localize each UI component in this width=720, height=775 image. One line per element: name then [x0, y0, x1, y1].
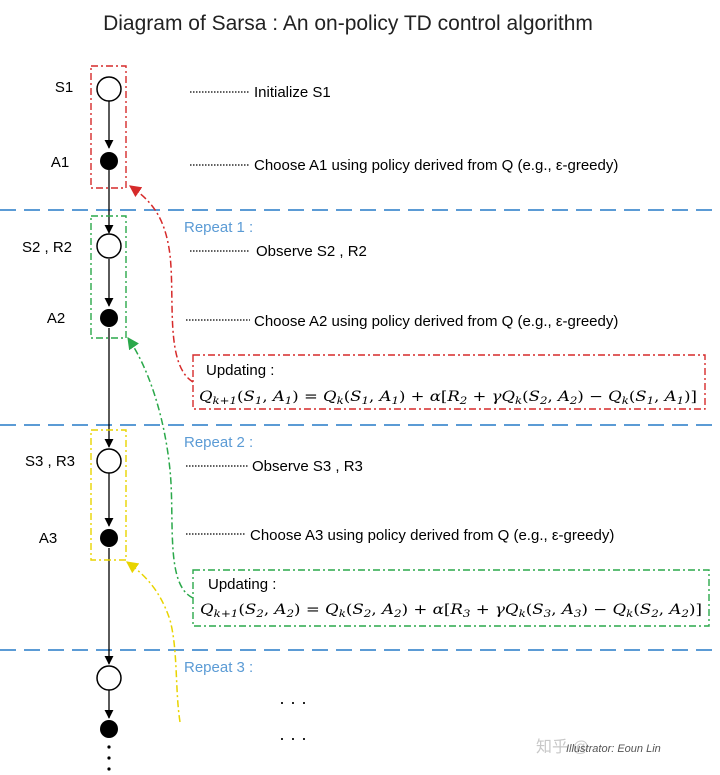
ellipsis-row-1: · · · [279, 692, 307, 712]
continuation-dot-2 [107, 756, 111, 760]
watermark-credit: Illustrator: Eoun Lin [566, 743, 661, 755]
repeat-label-2: Repeat 2 : [184, 434, 253, 451]
diagram-title: Diagram of Sarsa : An on-policy TD contr… [103, 12, 593, 35]
action-node-a1 [100, 152, 118, 170]
state-node-s2 [96, 233, 122, 259]
node-label-a2: A2 [47, 310, 65, 327]
ellipsis-row-2: · · · [279, 728, 307, 748]
group-box-red [90, 65, 127, 189]
node-label-s3r3: S3 , R3 [25, 453, 75, 470]
node-label-a3: A3 [39, 530, 57, 547]
step-observe-s3: Observe S3 , R3 [252, 458, 363, 475]
group-box-yellow [90, 429, 127, 561]
continuation-dot-3 [107, 767, 111, 771]
step-choose-a1: Choose A1 using policy derived from Q (e… [254, 157, 618, 174]
state-node-s1 [96, 76, 122, 102]
action-node-a2 [100, 309, 118, 327]
continuation-dot-1 [107, 745, 111, 749]
node-label-s2r2: S2 , R2 [22, 239, 72, 256]
action-node-a4 [100, 720, 118, 738]
repeat-label-1: Repeat 1 : [184, 219, 253, 236]
step-choose-a2: Choose A2 using policy derived from Q (e… [254, 313, 618, 330]
feedback-arrow-red [129, 185, 194, 383]
step-choose-a3: Choose A3 using policy derived from Q (e… [250, 527, 614, 544]
step-init-s1: Initialize S1 [254, 84, 331, 101]
feedback-arrow-yellow [126, 561, 181, 723]
state-node-s3 [96, 448, 122, 474]
node-label-s1: S1 [55, 79, 73, 96]
update-label-1: Updating : [206, 362, 274, 379]
group-box-green [90, 215, 127, 339]
repeat-label-3: Repeat 3 : [184, 659, 253, 676]
update-label-2: Updating : [208, 576, 276, 593]
node-label-a1: A1 [51, 154, 69, 171]
action-node-a3 [100, 529, 118, 547]
watermark-site: 知乎 @ [536, 738, 589, 756]
step-observe-s2: Observe S2 , R2 [256, 243, 367, 260]
feedback-arrow-green [127, 337, 194, 599]
state-node-s4 [96, 665, 122, 691]
